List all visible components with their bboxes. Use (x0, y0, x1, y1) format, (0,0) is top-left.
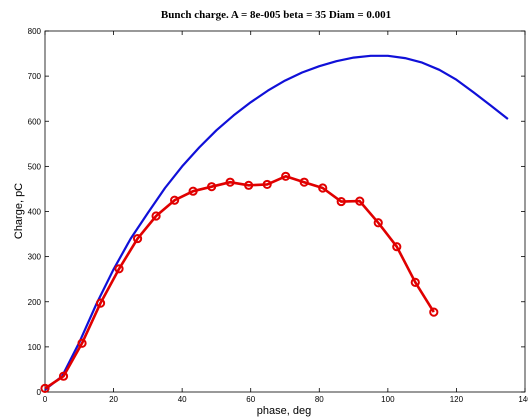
series-2-line (44, 175, 435, 390)
y-axis-label: Charge, pC (13, 183, 25, 239)
series-2-point (207, 182, 217, 192)
y-tick-label: 600 (28, 117, 42, 126)
series-1-line (44, 54, 509, 391)
series-2-point (95, 298, 106, 308)
x-axis-label: phase, deg (257, 405, 311, 417)
y-tick-label: 200 (28, 298, 42, 307)
series-2-point (151, 211, 161, 221)
x-tick-label: 60 (246, 395, 255, 404)
y-tick-label: 500 (28, 162, 42, 171)
x-tick-label: 100 (381, 395, 395, 404)
y-tick-label: 800 (28, 27, 42, 36)
x-tick-label: 0 (43, 395, 48, 404)
series-layer (40, 54, 509, 393)
series-2-point (188, 186, 198, 196)
series-2-point (244, 180, 254, 190)
y-tick-label: 300 (28, 253, 42, 262)
series-2-point (132, 233, 143, 244)
axis-ticks: 0 20 40 60 80 100 120 140 0 100 200 300 400 500 600 700… (28, 27, 528, 404)
series-2-point (40, 383, 50, 393)
series-2-point (77, 338, 87, 348)
series-2-point (355, 196, 365, 206)
y-tick-label: 700 (28, 72, 42, 81)
x-tick-label: 20 (109, 395, 118, 404)
series-2-point (225, 177, 235, 187)
series-2-point (58, 371, 69, 381)
x-tick-label: 40 (178, 395, 187, 404)
series-2-point (429, 307, 439, 317)
y-tick-label: 100 (28, 343, 42, 352)
y-tick-label: 400 (28, 208, 42, 217)
x-tick-label: 140 (518, 395, 528, 404)
series-2-point (373, 218, 383, 228)
series-2-point (318, 183, 328, 193)
series-2-point (281, 171, 291, 181)
series-2-point (170, 195, 180, 205)
x-tick-label: 120 (450, 395, 464, 404)
series-2-point (262, 179, 272, 190)
series-2-point (336, 196, 346, 207)
y-tick-label: 0 (37, 388, 42, 397)
series-2-point (410, 277, 420, 287)
series-2-point (392, 242, 402, 252)
series-2-point (299, 177, 309, 187)
chart-title: Bunch charge. A = 8e-005 beta = 35 Diam … (161, 9, 391, 21)
series-2-point (114, 264, 124, 274)
x-tick-label: 80 (315, 395, 324, 404)
